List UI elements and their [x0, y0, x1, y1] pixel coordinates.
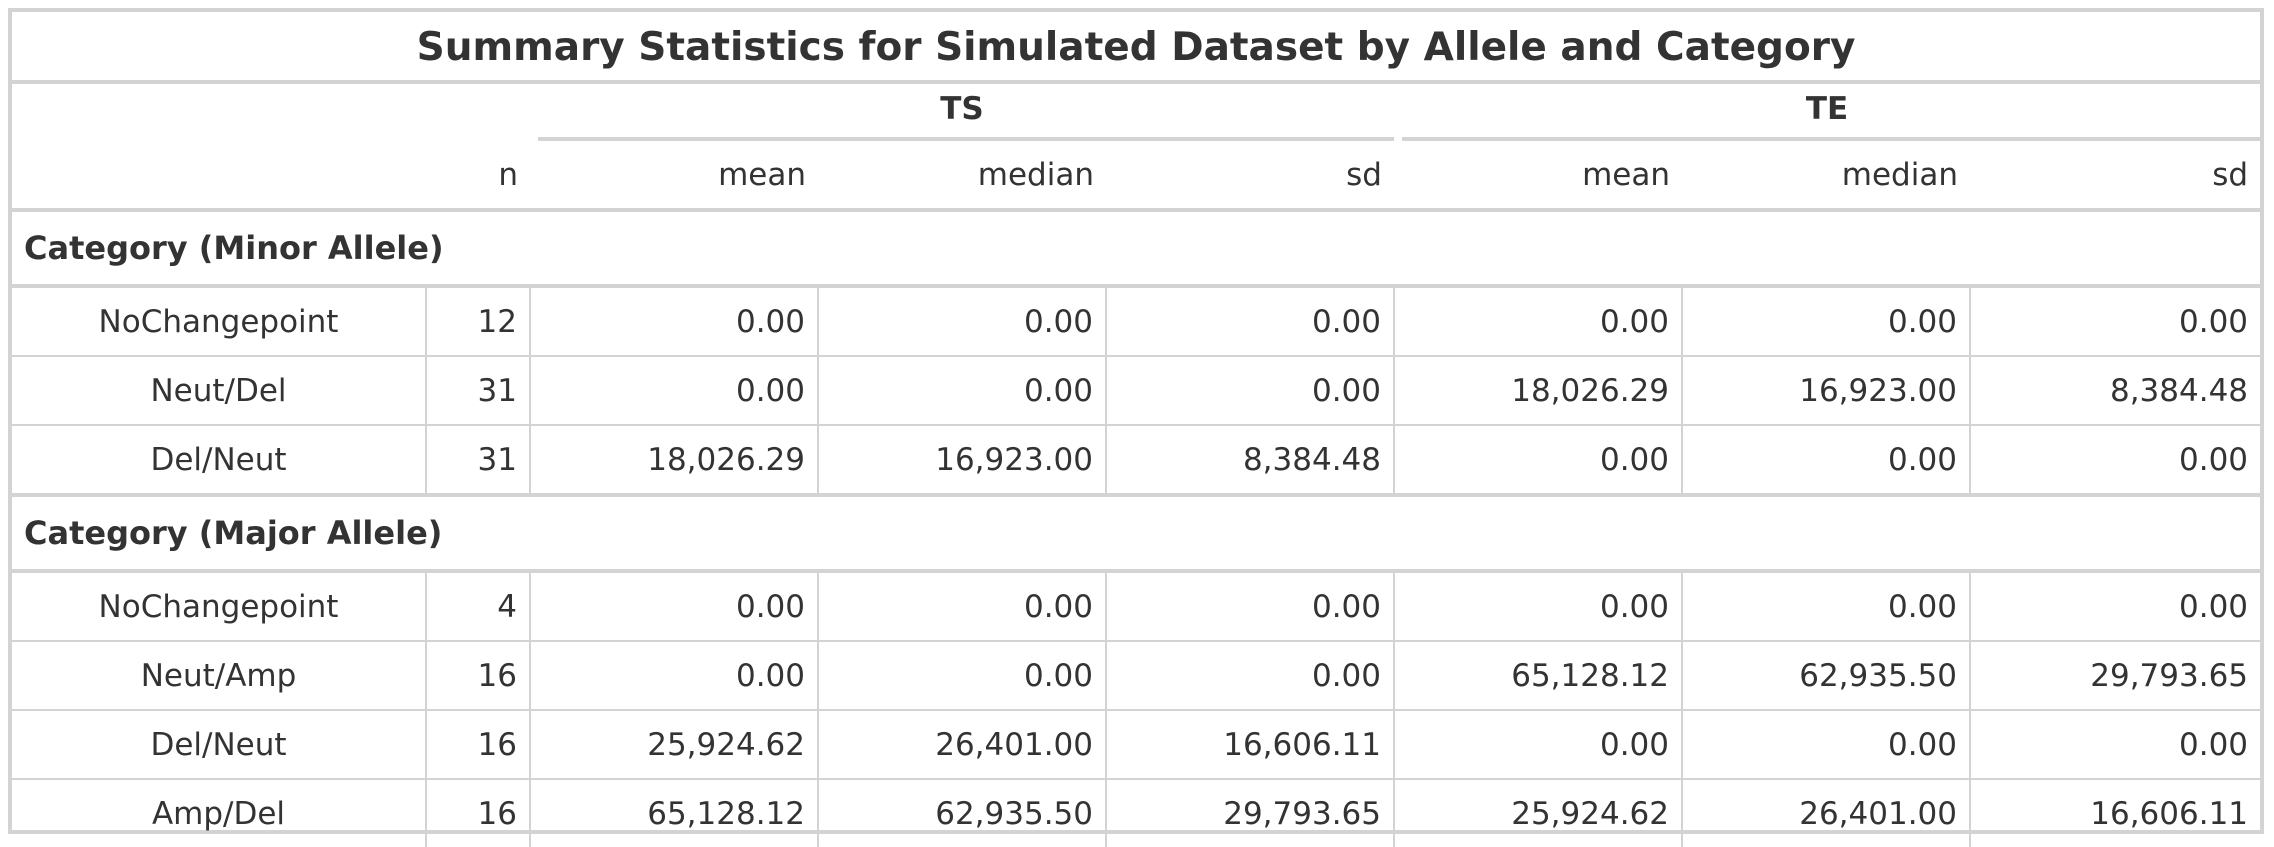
ts-median-cell: 0.00	[817, 570, 1107, 642]
row-label: Del/Neut	[12, 709, 427, 780]
table-row: NoChangepoint 12 0.00 0.00 0.00 0.00 0.00 0.00	[12, 285, 2261, 357]
ts-median-cell: 0.00	[817, 285, 1107, 357]
group-label: Category (Minor Allele)	[12, 210, 2261, 288]
group-row: Category (Major Allele)	[12, 495, 2261, 573]
ts-median-cell: 26,401.00	[817, 709, 1107, 780]
te-sd-cell: 29,793.65	[1968, 640, 2261, 711]
spanner-empty	[12, 82, 530, 146]
spanner-te-label: TE	[1805, 91, 1849, 127]
te-sd-cell: 0.00	[1968, 285, 2261, 357]
te-median-cell: 26,401.00	[1681, 778, 1971, 847]
column-header-n: n	[426, 146, 530, 212]
row-label: Neut/Del	[12, 355, 427, 426]
ts-median-cell: 62,935.50	[817, 778, 1107, 847]
ts-sd-cell: 29,793.65	[1105, 778, 1395, 847]
te-median-cell: 0.00	[1681, 285, 1971, 357]
table-row: Del/Neut 16 25,924.62 26,401.00 16,606.11 0.0…	[12, 709, 2261, 780]
te-mean-cell: 0.00	[1393, 424, 1683, 497]
ts-mean-cell: 0.00	[529, 285, 819, 357]
ts-sd-cell: 0.00	[1105, 355, 1395, 426]
te-mean-cell: 65,128.12	[1393, 640, 1683, 711]
spanner-ts: TS	[530, 82, 1394, 146]
row-label: NoChangepoint	[12, 285, 427, 357]
ts-sd-cell: 16,606.11	[1105, 709, 1395, 780]
ts-median-cell: 0.00	[817, 355, 1107, 426]
table-row: Del/Neut 31 18,026.29 16,923.00 8,384.48 0.00…	[12, 424, 2261, 497]
n-cell: 31	[425, 355, 531, 426]
spanner-ts-rule	[538, 137, 1394, 141]
ts-mean-cell: 0.00	[529, 355, 819, 426]
ts-mean-cell: 18,026.29	[529, 424, 819, 497]
ts-mean-cell: 25,924.62	[529, 709, 819, 780]
n-cell: 16	[425, 778, 531, 847]
n-cell: 4	[425, 570, 531, 642]
ts-sd-cell: 0.00	[1105, 285, 1395, 357]
te-sd-cell: 0.00	[1968, 709, 2261, 780]
te-sd-cell: 16,606.11	[1968, 778, 2261, 847]
table-title: Summary Statistics for Simulated Dataset…	[12, 12, 2261, 84]
group-label: Category (Major Allele)	[12, 495, 2261, 573]
table-body: Category (Minor Allele) NoChangepoint 12 0.…	[12, 210, 2261, 847]
te-median-cell: 0.00	[1681, 424, 1971, 497]
summary-statistics-table: Summary Statistics for Simulated Dataset…	[12, 12, 2261, 847]
table-row: Neut/Del 31 0.00 0.00 0.00 18,026.29 16,923.00…	[12, 355, 2261, 426]
n-cell: 16	[425, 640, 531, 711]
spanner-te-rule	[1402, 137, 2261, 141]
te-mean-cell: 0.00	[1393, 570, 1683, 642]
group-row: Category (Minor Allele)	[12, 210, 2261, 288]
ts-sd-cell: 8,384.48	[1105, 424, 1395, 497]
n-cell: 12	[425, 285, 531, 357]
column-header-ts-mean: mean	[530, 146, 818, 212]
column-header-stub	[12, 146, 426, 212]
column-header-te-median: median	[1682, 146, 1970, 212]
te-median-cell: 0.00	[1681, 570, 1971, 642]
row-label: Neut/Amp	[12, 640, 427, 711]
te-mean-cell: 0.00	[1393, 285, 1683, 357]
n-cell: 16	[425, 709, 531, 780]
row-label: Del/Neut	[12, 424, 427, 497]
ts-sd-cell: 0.00	[1105, 570, 1395, 642]
te-mean-cell: 0.00	[1393, 709, 1683, 780]
row-label: NoChangepoint	[12, 570, 427, 642]
te-sd-cell: 8,384.48	[1968, 355, 2261, 426]
ts-median-cell: 0.00	[817, 640, 1107, 711]
n-cell: 31	[425, 424, 531, 497]
column-header-ts-sd: sd	[1106, 146, 1394, 212]
ts-sd-cell: 0.00	[1105, 640, 1395, 711]
title-row: Summary Statistics for Simulated Dataset…	[12, 12, 2261, 84]
spanner-ts-label: TS	[940, 91, 984, 127]
te-sd-cell: 0.00	[1968, 424, 2261, 497]
ts-mean-cell: 65,128.12	[529, 778, 819, 847]
table-row: Neut/Amp 16 0.00 0.00 0.00 65,128.12 62,935.50…	[12, 640, 2261, 711]
ts-mean-cell: 0.00	[529, 570, 819, 642]
row-label: Amp/Del	[12, 778, 427, 847]
te-mean-cell: 25,924.62	[1393, 778, 1683, 847]
summary-table-frame: Summary Statistics for Simulated Dataset…	[8, 8, 2264, 847]
spanner-te: TE	[1394, 82, 2261, 146]
table-row: Amp/Del 16 65,128.12 62,935.50 29,793.65 25,9…	[12, 778, 2261, 847]
column-header-ts-median: median	[818, 146, 1106, 212]
column-header-row: n mean median sd mean median sd	[12, 146, 2261, 212]
column-header-te-mean: mean	[1394, 146, 1682, 212]
te-mean-cell: 18,026.29	[1393, 355, 1683, 426]
te-sd-cell: 0.00	[1968, 570, 2261, 642]
te-median-cell: 0.00	[1681, 709, 1971, 780]
ts-mean-cell: 0.00	[529, 640, 819, 711]
ts-median-cell: 16,923.00	[817, 424, 1107, 497]
table-row: NoChangepoint 4 0.00 0.00 0.00 0.00 0.00 0.00	[12, 570, 2261, 642]
spanner-row: TS TE	[12, 82, 2261, 146]
te-median-cell: 16,923.00	[1681, 355, 1971, 426]
te-median-cell: 62,935.50	[1681, 640, 1971, 711]
column-header-te-sd: sd	[1970, 146, 2261, 212]
